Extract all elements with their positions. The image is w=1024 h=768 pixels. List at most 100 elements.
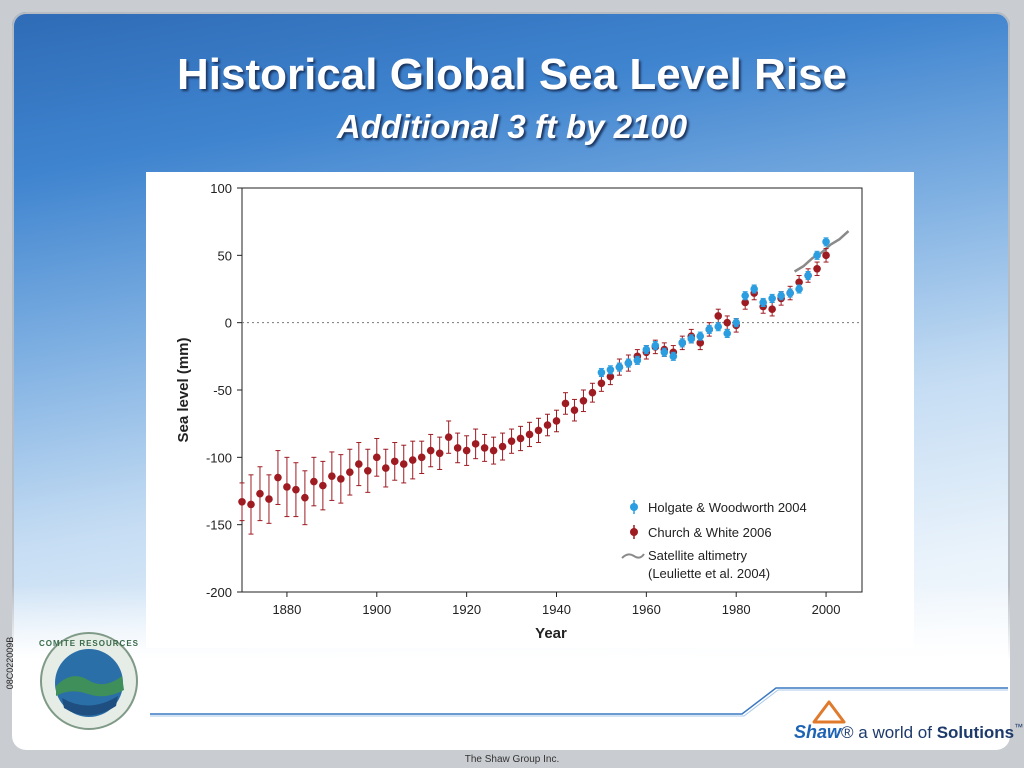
shaw-tagline-bold: Solutions (936, 723, 1015, 742)
holgate-woodworth-point (741, 291, 749, 300)
church-white-point (274, 473, 282, 482)
church-white-point (714, 312, 723, 320)
church-white-point (768, 305, 776, 313)
x-tick-label: 1920 (452, 602, 481, 617)
church-white-point (516, 434, 525, 443)
tick-layer: 100 50 0 -50 -100 -150 -200 1880 1900 1920 1940 196… (206, 181, 841, 617)
footer-copyright: The Shaw Group Inc. (464, 754, 560, 765)
x-tick-label: 1880 (272, 602, 301, 617)
church-white-point (507, 437, 516, 445)
church-white-point (741, 298, 749, 307)
church-white-point (363, 467, 372, 475)
marks-layer (238, 230, 850, 535)
holgate-woodworth-point (696, 332, 705, 340)
comite-resources-logo: COMITE RESOURCES (39, 632, 139, 730)
church-white-point (265, 495, 273, 503)
church-white-point (292, 485, 300, 494)
church-white-point (795, 278, 803, 287)
slide-title: Historical Global Sea Level Rise (176, 50, 848, 99)
shaw-brand: Shaw® a world of Solutions™ (794, 722, 1023, 743)
holgate-woodworth-point (714, 322, 723, 331)
legend-marker-satellite (621, 553, 645, 559)
holgate-woodworth-point (822, 238, 830, 246)
x-tick-label: 2000 (812, 602, 841, 617)
church-white-point (570, 406, 579, 414)
church-white-point (606, 372, 615, 381)
holgate-woodworth-point (732, 318, 741, 327)
holgate-woodworth-point (759, 298, 767, 307)
church-white-point (426, 446, 435, 455)
holgate-woodworth-point (669, 352, 678, 361)
church-white-point (408, 456, 417, 464)
y-tick-label: -200 (206, 585, 232, 600)
holgate-woodworth-point (804, 271, 812, 280)
church-white-point (561, 399, 570, 408)
church-white-point (471, 440, 480, 448)
holgate-woodworth-point (795, 285, 803, 293)
holgate-woodworth-point (606, 366, 615, 374)
legend-marker-church (630, 525, 638, 539)
church-white-point (462, 446, 471, 455)
holgate-woodworth-point (615, 363, 624, 371)
church-white-point (355, 460, 363, 468)
legend: Holgate & Woodworth 2004 Church & White … (621, 500, 807, 581)
holgate-woodworth-point (642, 345, 651, 354)
holgate-woodworth-point (813, 251, 821, 260)
church-white-point (346, 468, 354, 476)
holgate-woodworth-point (678, 339, 687, 347)
church-white-point (489, 446, 498, 455)
church-white-point (480, 444, 489, 452)
legend-marker-holgate (630, 500, 638, 514)
church-white-point (310, 477, 318, 486)
y-tick-label: -50 (213, 383, 232, 398)
holgate-woodworth-point (705, 325, 714, 334)
church-white-point (588, 388, 597, 397)
y-tick-label: 50 (218, 248, 232, 263)
y-tick-label: 0 (225, 316, 232, 331)
shaw-tm: ™ (1014, 722, 1024, 732)
church-white-point (543, 421, 552, 429)
church-white-point (534, 426, 543, 435)
x-tick-label: 1980 (722, 602, 751, 617)
church-white-point (723, 318, 732, 327)
shaw-triangle-icon (812, 700, 846, 724)
holgate-woodworth-point (597, 368, 606, 377)
y-tick-label: -150 (206, 518, 232, 533)
svg-text:COMITE RESOURCES: COMITE RESOURCES (39, 639, 139, 648)
holgate-woodworth-point (660, 348, 669, 357)
y-tick-label: -100 (206, 450, 232, 465)
satellite-altimetry-line (793, 230, 850, 273)
church-white-point (372, 453, 381, 462)
church-white-point (337, 475, 345, 483)
y-tick-label: 100 (210, 181, 232, 196)
y-axis-label: Sea level (mm) (175, 337, 192, 442)
legend-label-satellite-source: (Leuliette et al. 2004) (648, 566, 770, 581)
church-white-point (435, 449, 444, 458)
holgate-woodworth-point (651, 341, 660, 350)
x-tick-label: 1900 (362, 602, 391, 617)
legend-label-church: Church & White 2006 (648, 525, 772, 540)
church-white-point (256, 489, 264, 498)
chart-panel: 100 50 0 -50 -100 -150 -200 1880 1900 1920 1940 196… (146, 172, 914, 648)
holgate-woodworth-point (777, 291, 785, 300)
church-white-point (381, 464, 390, 472)
legend-label-satellite: Satellite altimetry (648, 548, 747, 563)
holgate-woodworth-point (750, 285, 758, 293)
church-white-point (301, 493, 309, 502)
church-white-point (453, 444, 462, 452)
holgate-woodworth-point (786, 289, 794, 297)
church-white-point (247, 500, 255, 509)
legend-label-holgate: Holgate & Woodworth 2004 (648, 500, 807, 515)
church-white-point (319, 481, 327, 490)
shaw-brand-name: Shaw (794, 722, 842, 742)
holgate-woodworth-point (624, 359, 633, 367)
x-axis-label: Year (535, 625, 567, 642)
church-white-point (283, 483, 291, 491)
holgate-woodworth-point (723, 329, 732, 338)
x-tick-label: 1940 (542, 602, 571, 617)
holgate-woodworth-point (633, 356, 642, 365)
church-white-point (597, 379, 606, 388)
holgate-woodworth-point (687, 335, 696, 343)
church-white-point (696, 339, 705, 347)
shaw-tagline: ® a world of (841, 723, 937, 742)
